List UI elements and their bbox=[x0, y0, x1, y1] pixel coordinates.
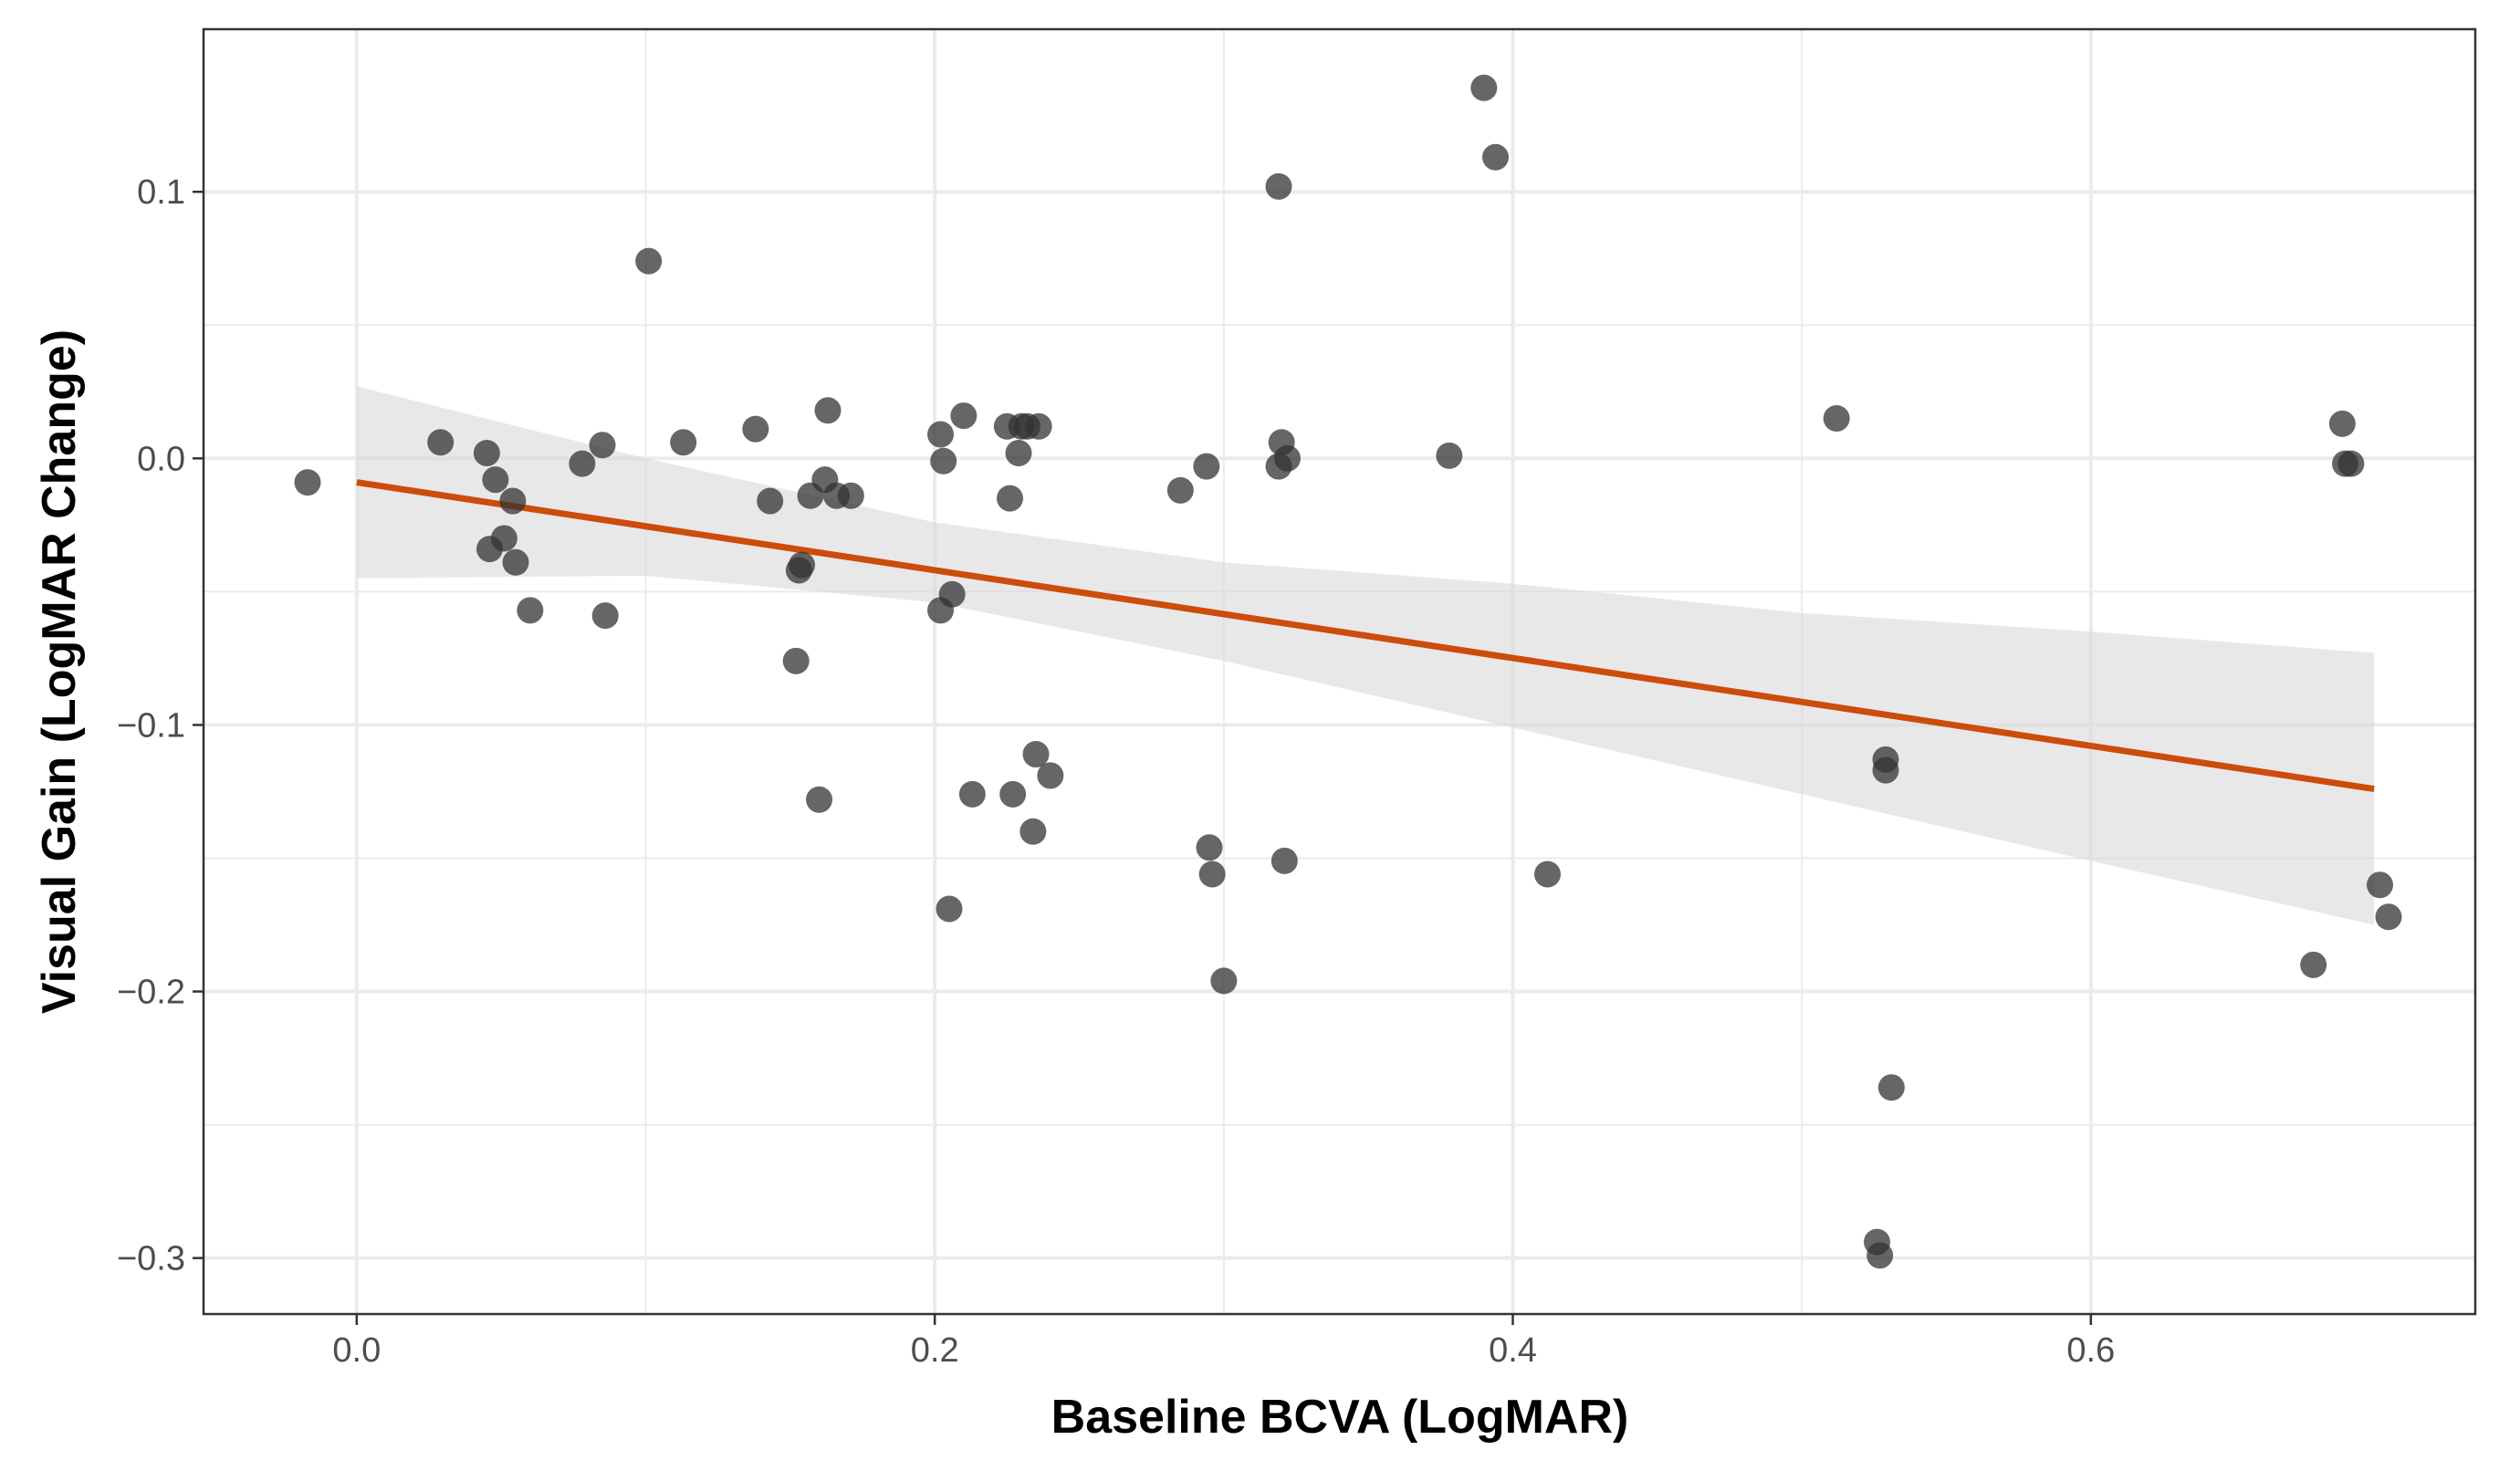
data-point bbox=[806, 786, 832, 813]
data-point bbox=[502, 548, 529, 576]
data-point bbox=[950, 402, 978, 430]
data-point bbox=[1866, 1242, 1894, 1269]
data-point bbox=[999, 780, 1027, 808]
data-point bbox=[1482, 143, 1509, 171]
data-point bbox=[2367, 871, 2393, 899]
data-point bbox=[635, 247, 663, 275]
data-point bbox=[1470, 74, 1498, 101]
data-point bbox=[482, 466, 509, 494]
data-point bbox=[936, 895, 963, 923]
data-point bbox=[782, 647, 810, 674]
data-point bbox=[1166, 476, 1194, 504]
data-point bbox=[1196, 834, 1223, 861]
data-point bbox=[2300, 951, 2327, 978]
data-point bbox=[789, 551, 815, 579]
y-tick-label: 0.1 bbox=[137, 173, 185, 212]
data-point bbox=[1823, 404, 1850, 432]
data-point bbox=[490, 525, 518, 552]
data-point bbox=[1534, 861, 1561, 888]
data-point bbox=[1005, 439, 1032, 466]
data-point bbox=[517, 597, 544, 624]
data-point bbox=[1210, 967, 1238, 995]
data-point bbox=[1037, 762, 1064, 789]
data-point bbox=[1025, 412, 1052, 440]
y-tick-label: −0.3 bbox=[117, 1240, 185, 1278]
data-point bbox=[742, 415, 769, 443]
data-point bbox=[1270, 847, 1298, 874]
data-point bbox=[757, 487, 784, 515]
x-tick-label: 0.4 bbox=[1489, 1331, 1537, 1370]
data-points bbox=[294, 74, 2402, 1269]
y-tick-label: −0.1 bbox=[117, 706, 185, 745]
data-point bbox=[427, 429, 455, 456]
trend-line bbox=[356, 479, 2375, 792]
axes: 0.0 0.2 0.4 0.6 0.1 0.0 −0.1 −0.2 −0.3 bbox=[117, 173, 2115, 1370]
data-point bbox=[938, 580, 966, 608]
data-point bbox=[1198, 861, 1226, 888]
data-point bbox=[670, 429, 697, 456]
x-tick-label: 0.0 bbox=[332, 1331, 381, 1370]
data-point bbox=[569, 450, 596, 477]
data-point bbox=[499, 487, 527, 515]
y-tick-label: −0.2 bbox=[117, 974, 185, 1012]
data-point bbox=[958, 780, 986, 808]
data-point bbox=[1274, 444, 1301, 472]
data-point bbox=[1193, 453, 1220, 480]
data-point bbox=[837, 482, 864, 509]
y-tick-label: 0.0 bbox=[137, 440, 185, 478]
data-point bbox=[1436, 442, 1463, 469]
data-point bbox=[1022, 741, 1050, 768]
data-point bbox=[1265, 172, 1292, 200]
x-axis-title: Baseline BCVA (LogMAR) bbox=[1051, 1391, 1629, 1444]
data-point bbox=[591, 602, 619, 630]
data-point bbox=[2375, 903, 2402, 931]
data-point bbox=[930, 447, 957, 475]
y-axis-title: Visual Gain (LogMAR Change) bbox=[33, 329, 86, 1014]
data-point bbox=[294, 469, 321, 496]
data-point bbox=[2337, 450, 2365, 477]
data-point bbox=[997, 485, 1023, 512]
data-point bbox=[1877, 1074, 1905, 1101]
confidence-band bbox=[356, 386, 2375, 925]
x-tick-label: 0.6 bbox=[2066, 1331, 2115, 1370]
data-point bbox=[814, 397, 842, 424]
data-point bbox=[2328, 410, 2356, 437]
data-point bbox=[927, 421, 954, 448]
data-point bbox=[589, 432, 616, 459]
data-point bbox=[1020, 818, 1047, 845]
x-tick-label: 0.2 bbox=[911, 1331, 959, 1370]
panel-border bbox=[202, 27, 2477, 1316]
data-point bbox=[1872, 756, 1899, 784]
data-point bbox=[473, 439, 500, 466]
